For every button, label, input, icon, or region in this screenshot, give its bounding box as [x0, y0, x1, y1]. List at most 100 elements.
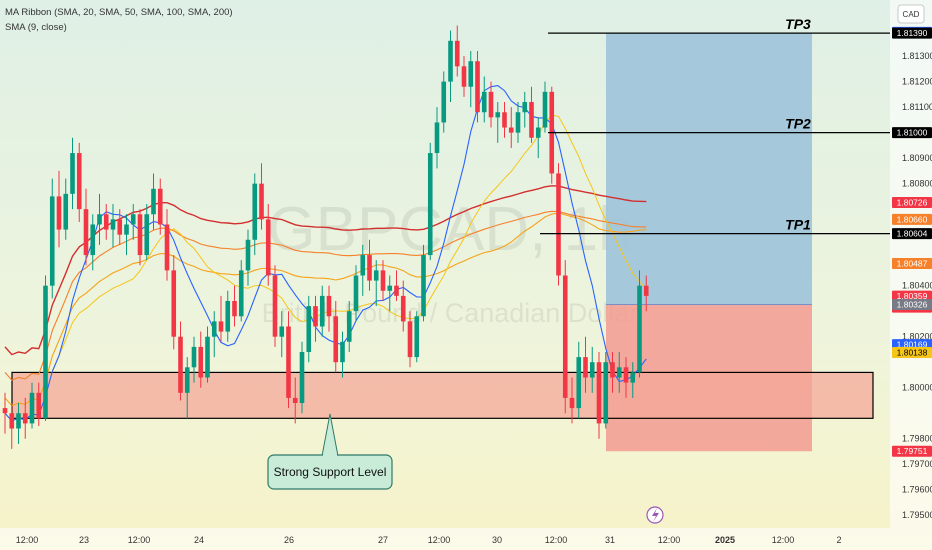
- candle: [380, 260, 386, 301]
- time-tick: 12:00: [428, 535, 451, 545]
- price-badge: 1.80726: [892, 197, 932, 209]
- price-axis[interactable]: 1.80400 1.80200 1.80000 1.79800 1.79700 1.796…: [902, 51, 932, 520]
- price-badge-label: 1.79751: [897, 446, 928, 456]
- target-tp1[interactable]: TP1: [540, 217, 890, 235]
- candle: [502, 102, 507, 138]
- target-lines[interactable]: TP3 TP2 TP1: [540, 16, 890, 235]
- candle-body: [245, 239, 251, 271]
- candle-body: [610, 362, 615, 378]
- currency-label: CAD: [903, 10, 920, 19]
- candle: [468, 51, 474, 108]
- candle-body: [259, 183, 264, 220]
- candle-body: [454, 40, 460, 67]
- candle: [596, 352, 602, 439]
- time-tick: 24: [194, 535, 204, 545]
- candle: [225, 290, 231, 342]
- candle-body: [481, 91, 487, 113]
- candle-body: [63, 193, 69, 230]
- price-badge-bg: [892, 127, 932, 139]
- candle: [569, 377, 575, 424]
- candle: [643, 275, 649, 312]
- price-tick: 1.79800: [902, 434, 932, 444]
- callout-pointer: [321, 413, 339, 457]
- price-badge: 1.79751: [892, 445, 932, 457]
- candle: [272, 265, 278, 347]
- watermark-name: British Pound / Canadian Dollar: [262, 298, 639, 328]
- price-badge-bg: [892, 228, 932, 240]
- candle: [360, 244, 366, 296]
- legend-ribbon: MA Ribbon (SMA, 20, SMA, 50, SMA, 100, S…: [5, 7, 233, 18]
- time-axis[interactable]: 12:00 23 12:00 24 26 27 12:00 30 12:00 31 12:00 202…: [16, 535, 842, 545]
- candle: [313, 295, 318, 342]
- candle-body: [299, 352, 305, 404]
- candle: [434, 107, 440, 169]
- candle-body: [83, 209, 89, 256]
- candle-body: [603, 362, 609, 424]
- time-tick: 12:00: [658, 535, 681, 545]
- candle: [76, 142, 82, 222]
- price-badge-label: 1.80660: [897, 214, 928, 224]
- price-badge-label: 1.81390: [897, 28, 928, 38]
- candle-body: [373, 270, 379, 281]
- price-badge: 1.80138: [892, 347, 932, 359]
- support-rect[interactable]: [11, 371, 874, 419]
- candle-body: [313, 306, 318, 327]
- candle-body: [326, 295, 332, 317]
- price-badge-label: 1.80138: [897, 348, 928, 358]
- lightning-icon[interactable]: [646, 506, 664, 524]
- time-tick: 12:00: [128, 535, 151, 545]
- candle-body: [414, 316, 420, 358]
- candle-body: [178, 336, 183, 393]
- candle: [205, 326, 210, 383]
- candle-body: [117, 219, 123, 235]
- price-tick: 1.79600: [902, 485, 932, 495]
- candle-body: [110, 219, 116, 230]
- price-badge-bg: [892, 197, 932, 209]
- candle: [9, 403, 15, 449]
- price-tick: 1.80000: [902, 383, 932, 393]
- candle-body: [90, 224, 96, 256]
- candle-body: [421, 255, 426, 317]
- candle: [529, 86, 534, 143]
- candle-body: [623, 367, 629, 383]
- candle-body: [461, 66, 467, 87]
- candle: [319, 285, 325, 337]
- candle-body: [535, 127, 541, 138]
- candle: [29, 382, 35, 429]
- target-label: TP3: [785, 16, 811, 32]
- target-tp2[interactable]: TP2: [548, 116, 890, 134]
- candle-body: [151, 188, 156, 215]
- candle-body: [43, 285, 48, 419]
- candle: [43, 275, 48, 421]
- time-tick: 30: [492, 535, 502, 545]
- callout-label: Strong Support Level: [274, 465, 387, 479]
- target-label: TP1: [785, 217, 811, 233]
- candle: [211, 311, 217, 358]
- candle: [252, 173, 258, 256]
- currency-button[interactable]: CAD: [897, 4, 925, 24]
- candle: [191, 336, 197, 383]
- candle: [124, 214, 129, 256]
- time-tick: 12:00: [16, 535, 39, 545]
- support-callout[interactable]: Strong Support Level: [267, 413, 393, 490]
- candle: [583, 336, 588, 393]
- candle-body: [529, 102, 534, 138]
- candle-body: [353, 275, 359, 312]
- candle-body: [346, 311, 352, 342]
- target-tp3[interactable]: TP3: [548, 16, 890, 34]
- candle-body: [36, 392, 42, 419]
- candle-body: [49, 196, 55, 286]
- candle: [184, 357, 190, 419]
- price-tick: 1.79500: [902, 510, 932, 520]
- candle: [198, 331, 204, 388]
- candle: [164, 209, 170, 281]
- price-badge: 1.81000: [892, 127, 932, 139]
- support-zone[interactable]: [11, 371, 874, 419]
- candle-body: [56, 196, 62, 230]
- price-tick: 1.81300: [902, 51, 932, 61]
- candle: [36, 382, 42, 426]
- price-tick: 1.81200: [902, 77, 932, 87]
- candle-body: [576, 357, 582, 409]
